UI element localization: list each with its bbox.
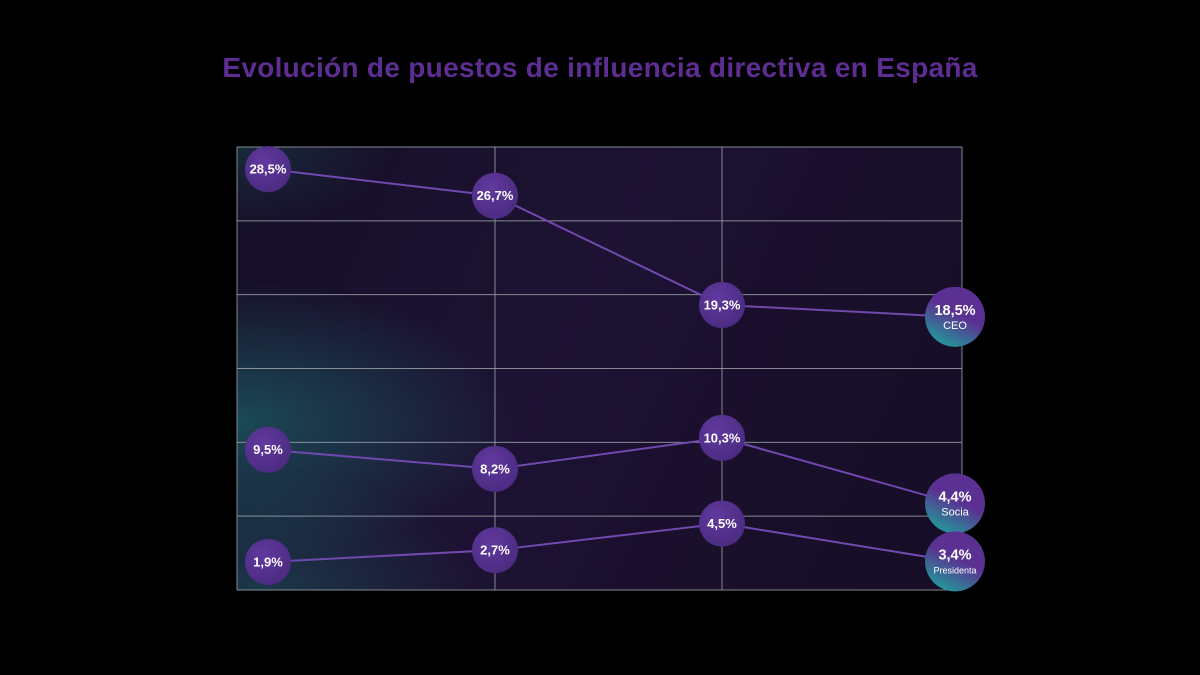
- series-line-presidenta: [267, 522, 956, 563]
- data-point: [699, 500, 745, 547]
- data-point: [699, 282, 745, 329]
- data-point-label: 19,3%: [704, 298, 741, 313]
- data-point: [245, 146, 291, 193]
- end-point: [925, 286, 985, 347]
- series-line-ceo: [267, 168, 956, 318]
- chart-title: Evolución de puestos de influencia direc…: [222, 52, 978, 83]
- line-chart: 28,5% 26,7% 19,3% 9,5% 8,2% 10,3% 1,9% 2,7% 4,5%…: [236, 146, 985, 592]
- data-point-label: 2,7%: [480, 543, 510, 558]
- data-point-label: 1,9%: [253, 554, 283, 569]
- end-point: [925, 473, 985, 534]
- data-point-label: 9,5%: [253, 442, 283, 457]
- data-point: [245, 426, 291, 473]
- end-point-name: Presidenta: [933, 565, 976, 575]
- end-point-name: Socia: [941, 506, 969, 518]
- end-point-value: 3,4%: [938, 547, 971, 563]
- data-point: [472, 172, 518, 219]
- data-point: [699, 414, 745, 461]
- end-point-value: 4,4%: [938, 489, 971, 505]
- data-point-label: 26,7%: [477, 188, 514, 203]
- data-point: [245, 538, 291, 585]
- data-point-label: 4,5%: [707, 516, 737, 531]
- data-point-label: 10,3%: [704, 430, 741, 445]
- end-point-value: 18,5%: [934, 303, 975, 319]
- end-point-name: CEO: [943, 320, 967, 332]
- data-point-label: 28,5%: [250, 162, 287, 177]
- data-point-label: 8,2%: [480, 461, 510, 476]
- chart-plot-area: 28,5% 26,7% 19,3% 9,5% 8,2% 10,3% 1,9% 2,7% 4,5%…: [236, 146, 985, 592]
- data-point: [472, 527, 518, 574]
- end-point: [925, 531, 985, 592]
- data-point: [472, 445, 518, 492]
- series-line-socia: [267, 436, 956, 505]
